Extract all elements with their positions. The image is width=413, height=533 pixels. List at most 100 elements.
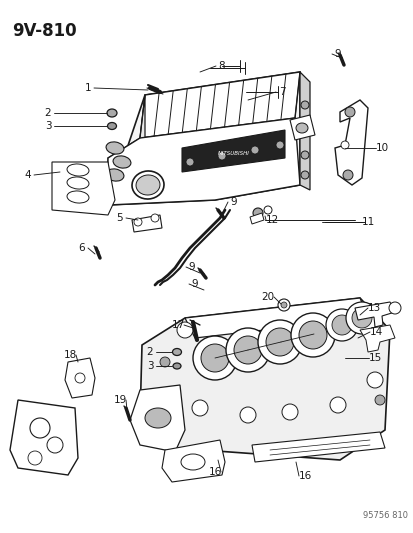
Text: 9: 9 <box>334 49 340 59</box>
Polygon shape <box>10 400 78 475</box>
Circle shape <box>281 404 297 420</box>
Ellipse shape <box>136 175 159 195</box>
Circle shape <box>298 321 326 349</box>
Circle shape <box>374 395 384 405</box>
Text: 10: 10 <box>375 143 388 153</box>
Ellipse shape <box>67 177 89 189</box>
Text: 9V-810: 9V-810 <box>12 22 76 40</box>
Polygon shape <box>182 130 284 172</box>
Text: 15: 15 <box>368 353 381 363</box>
Circle shape <box>300 121 308 129</box>
Circle shape <box>159 395 170 405</box>
Circle shape <box>159 357 170 367</box>
Text: 8: 8 <box>218 61 225 71</box>
Text: 9: 9 <box>230 197 237 207</box>
Polygon shape <box>299 72 309 190</box>
Text: 14: 14 <box>368 327 382 337</box>
Circle shape <box>266 328 293 356</box>
Ellipse shape <box>106 142 123 154</box>
Text: 20: 20 <box>261 292 274 302</box>
Polygon shape <box>161 440 224 482</box>
Circle shape <box>151 214 159 222</box>
Polygon shape <box>108 118 299 205</box>
Text: 13: 13 <box>366 303 380 313</box>
Text: 2: 2 <box>146 347 153 357</box>
Text: 5: 5 <box>116 213 123 223</box>
Text: 16: 16 <box>208 467 221 477</box>
Polygon shape <box>108 95 145 205</box>
Ellipse shape <box>67 191 89 203</box>
Ellipse shape <box>173 363 180 369</box>
Circle shape <box>225 328 269 372</box>
Polygon shape <box>252 432 384 462</box>
Text: 18: 18 <box>63 350 76 360</box>
Circle shape <box>344 107 354 117</box>
Polygon shape <box>130 385 185 452</box>
Circle shape <box>345 302 377 334</box>
Text: 95756 810: 95756 810 <box>362 511 407 520</box>
Ellipse shape <box>295 123 307 133</box>
Ellipse shape <box>107 123 116 130</box>
Circle shape <box>300 101 308 109</box>
Circle shape <box>177 322 192 338</box>
Polygon shape <box>359 325 394 352</box>
Text: 2: 2 <box>45 108 51 118</box>
Circle shape <box>47 437 63 453</box>
Circle shape <box>30 418 50 438</box>
Text: 9: 9 <box>188 262 195 272</box>
Circle shape <box>280 302 286 308</box>
Circle shape <box>331 315 351 335</box>
Circle shape <box>277 299 289 311</box>
Ellipse shape <box>113 156 131 168</box>
Circle shape <box>75 373 85 383</box>
Polygon shape <box>140 298 389 460</box>
Text: 4: 4 <box>25 170 31 180</box>
Text: 3: 3 <box>45 121 51 131</box>
Circle shape <box>388 302 400 314</box>
Text: 12: 12 <box>265 215 278 225</box>
Ellipse shape <box>132 171 164 199</box>
Circle shape <box>340 141 348 149</box>
Ellipse shape <box>172 349 181 356</box>
Circle shape <box>300 151 308 159</box>
Ellipse shape <box>180 454 204 470</box>
Text: 7: 7 <box>278 87 285 97</box>
Circle shape <box>290 313 334 357</box>
Text: 9: 9 <box>191 279 198 289</box>
Ellipse shape <box>67 164 89 176</box>
Ellipse shape <box>145 408 171 428</box>
Circle shape <box>240 407 255 423</box>
Circle shape <box>257 320 301 364</box>
Text: 11: 11 <box>361 217 374 227</box>
Polygon shape <box>334 100 367 185</box>
Circle shape <box>351 308 371 328</box>
Text: 16: 16 <box>298 471 311 481</box>
Circle shape <box>192 400 207 416</box>
Polygon shape <box>185 298 367 338</box>
Circle shape <box>28 451 42 465</box>
Circle shape <box>300 171 308 179</box>
Circle shape <box>252 208 262 218</box>
Circle shape <box>354 435 364 445</box>
Circle shape <box>342 170 352 180</box>
Text: 3: 3 <box>146 361 153 371</box>
Circle shape <box>134 218 142 226</box>
Circle shape <box>233 336 261 364</box>
Circle shape <box>263 206 271 214</box>
Circle shape <box>325 309 357 341</box>
Circle shape <box>185 158 194 166</box>
Circle shape <box>275 141 283 149</box>
Polygon shape <box>249 213 263 224</box>
Text: 6: 6 <box>78 243 85 253</box>
Polygon shape <box>52 162 115 215</box>
Polygon shape <box>289 115 314 140</box>
Circle shape <box>366 372 382 388</box>
Circle shape <box>201 344 228 372</box>
Polygon shape <box>140 72 299 138</box>
Text: 1: 1 <box>85 83 91 93</box>
Circle shape <box>218 152 225 160</box>
Circle shape <box>329 397 345 413</box>
Polygon shape <box>354 302 394 327</box>
Text: 19: 19 <box>113 395 126 405</box>
Ellipse shape <box>106 169 123 181</box>
